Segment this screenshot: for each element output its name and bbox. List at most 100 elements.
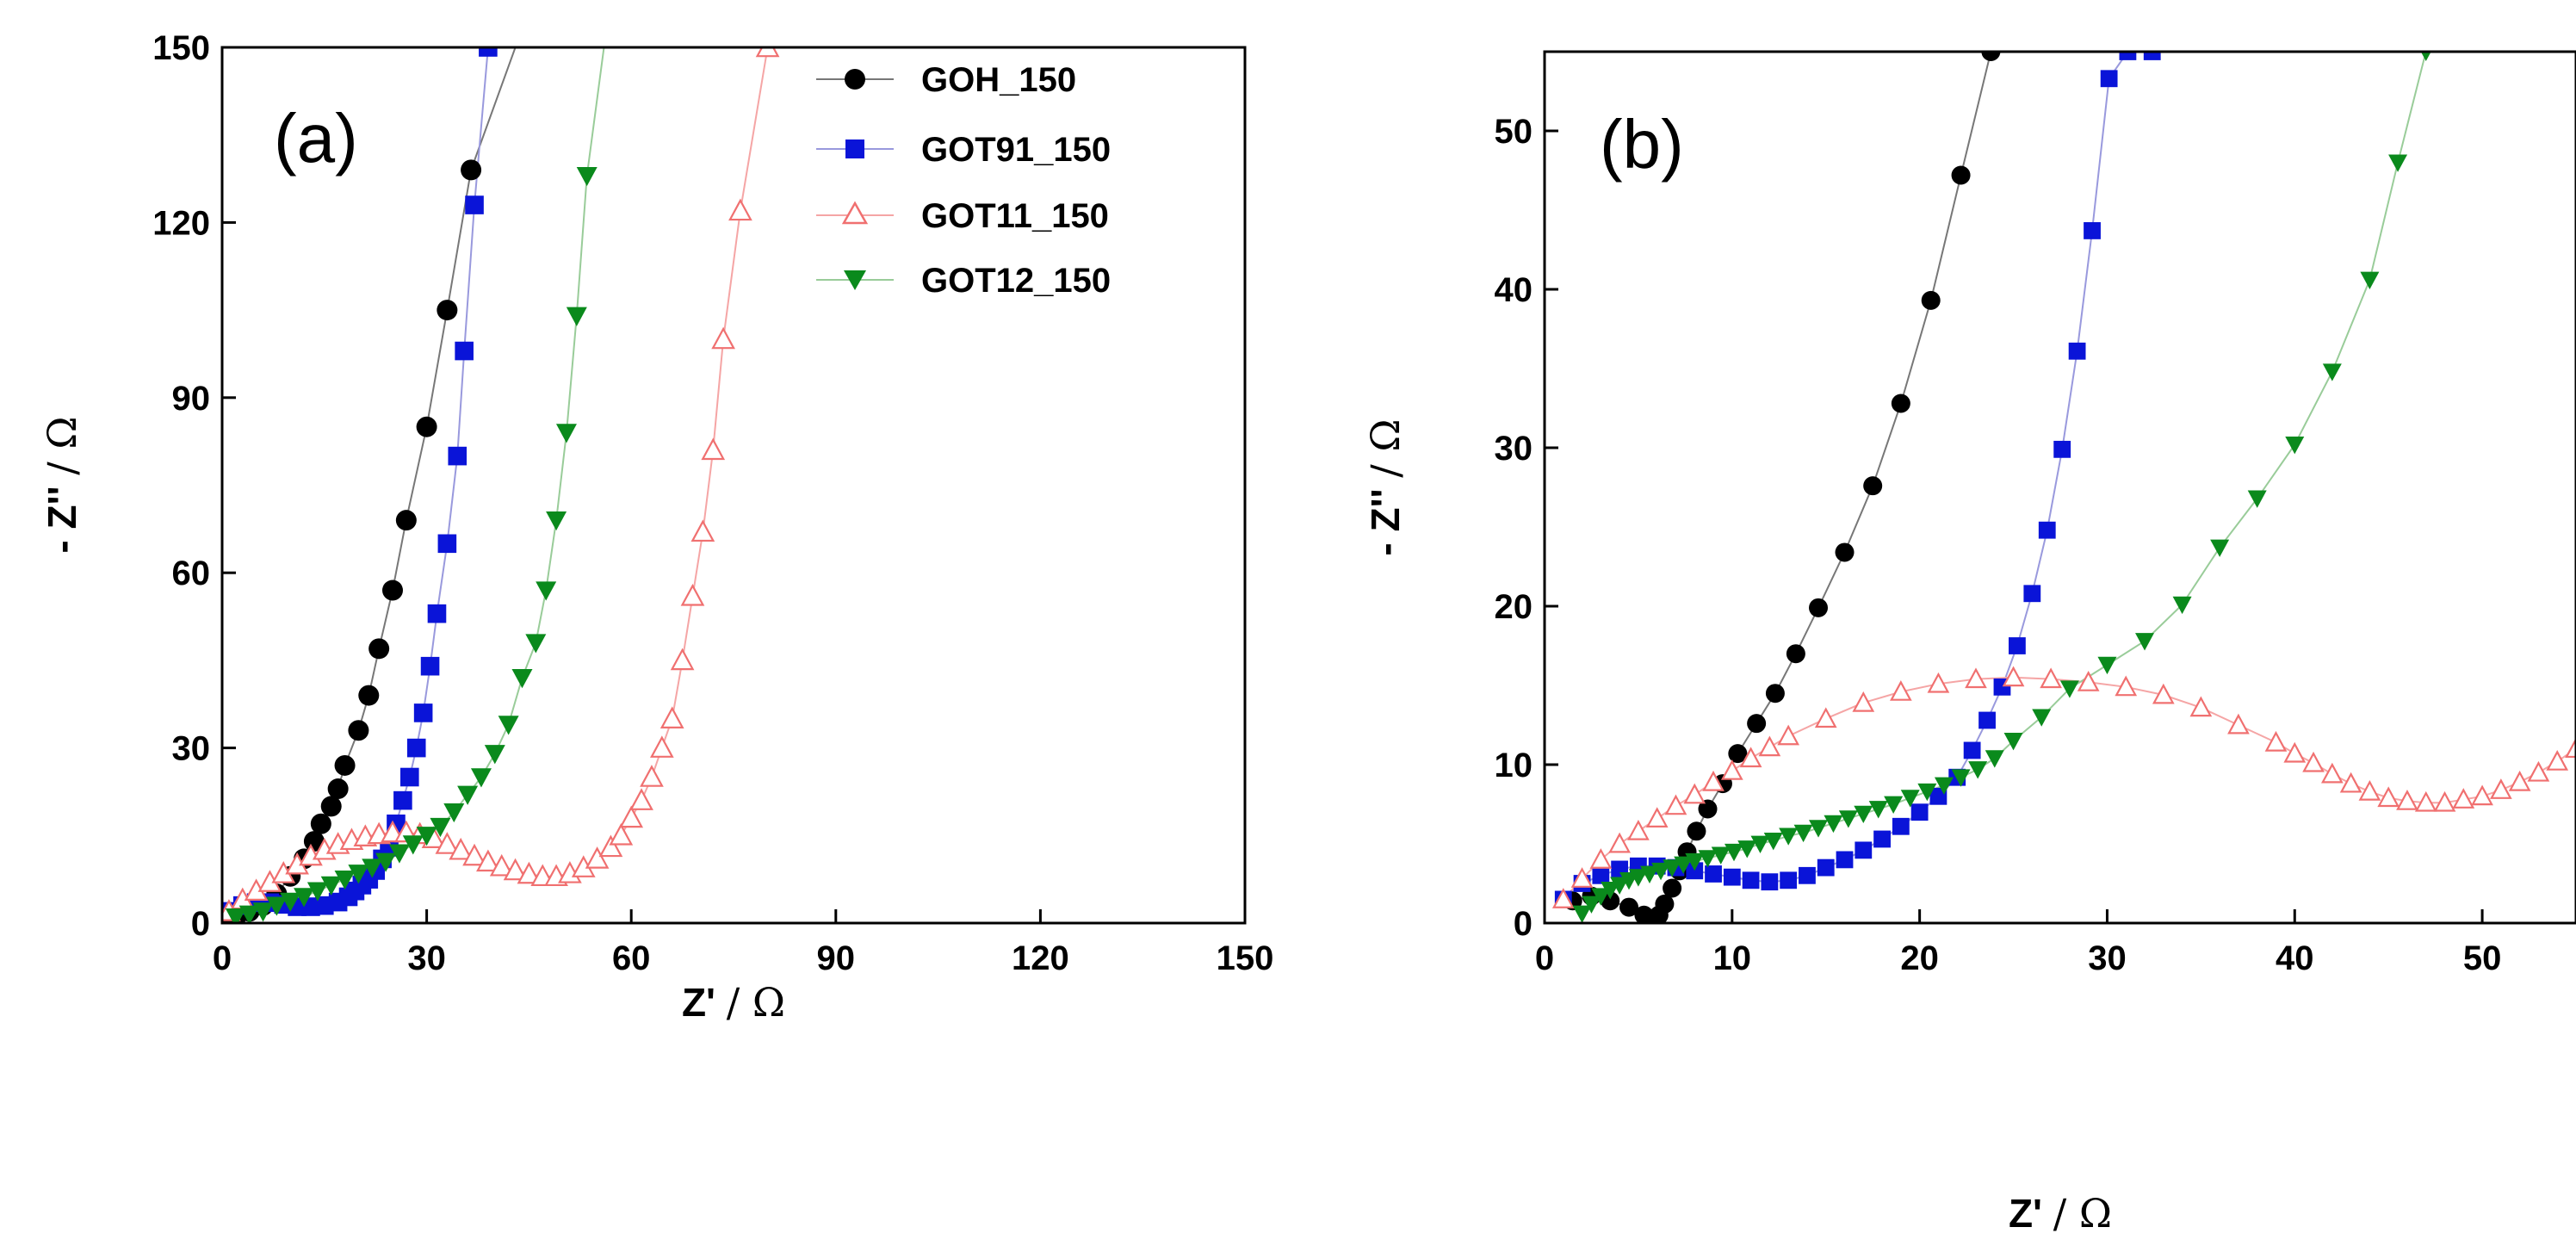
plot-frame-a (220, 46, 1247, 925)
data-point-got12-150-a-17 (457, 785, 479, 805)
data-point-got12-150-b-4 (1610, 877, 1630, 895)
data-point-got12-150-a-3 (266, 896, 288, 916)
axis-ticks-b: 0 10 20 30 40 50 0 10 20 30 40 50 (1495, 113, 2502, 977)
data-point-got12-150-b-16 (1750, 835, 1770, 853)
data-point-got12-150-a-27 (576, 166, 598, 187)
x-tick-label-a-0: 0 (213, 939, 232, 977)
y-tick-label-b-1: 10 (1495, 747, 1533, 784)
y-tick-label-a-2: 60 (172, 555, 211, 592)
data-point-got11-150-a-20 (489, 853, 514, 877)
data-point-got12-150-b-3 (1601, 882, 1620, 900)
data-point-got12-150-b-26 (1900, 790, 1920, 808)
data-point-got12-150-b-33 (2032, 709, 2052, 727)
data-point-goh-150-b-17 (1786, 644, 1805, 664)
data-point-goh-150-a-14 (368, 638, 390, 660)
data-point-got11-150-b-37 (2490, 778, 2512, 799)
data-point-got12-150-b-27 (1917, 783, 1937, 802)
data-point-got11-150-b-12 (1777, 724, 1800, 746)
data-point-got11-150-b-3 (1608, 832, 1631, 853)
data-point-got12-150-b-29 (1951, 769, 1971, 787)
legend-label-goh: GOH_150 (921, 61, 1076, 99)
data-point-got91-150-b-25 (2009, 637, 2026, 654)
data-point-got91-150-b-33 (2143, 52, 2161, 60)
data-point-got12-150-b-35 (2097, 656, 2117, 675)
x-tick-label-b-0: 0 (1535, 939, 1554, 977)
data-point-got11-150-b-16 (1927, 672, 1950, 693)
chart-panel-b: 0 10 20 30 40 50 0 10 20 30 40 50 (b) Z' / Ω - Z'' … (1362, 50, 2576, 1237)
data-point-goh-150-b-7 (1655, 894, 1675, 914)
y-tick-label-a-0: 0 (191, 905, 210, 943)
y-tick-label-a-4: 120 (152, 204, 210, 242)
data-point-goh-150-a-18 (437, 300, 458, 321)
data-point-got91-150-a-17 (393, 790, 412, 810)
data-point-got91-150-b-16 (1855, 841, 1873, 859)
data-point-got12-150-b-36 (2135, 633, 2155, 651)
data-point-got11-150-b-31 (2377, 786, 2400, 808)
legend-item-got12: GOT12_150 (816, 262, 1111, 300)
data-point-got12-150-b-23 (1854, 805, 1873, 824)
data-point-got12-150-a-22 (525, 634, 547, 654)
data-point-got12-150-b-25 (1884, 796, 1904, 814)
data-point-got11-150-b-4 (1627, 819, 1650, 840)
data-point-got12-150-a-8 (334, 870, 356, 890)
data-point-got12-150-b-20 (1809, 820, 1829, 838)
x-tick-label-b-3: 30 (2088, 939, 2127, 977)
data-point-got12-150-a-10 (362, 858, 383, 878)
data-point-got11-150-b-41 (2565, 737, 2576, 759)
data-point-got12-150-a-19 (484, 745, 505, 765)
legend-item-got11: GOT11_150 (816, 197, 1109, 235)
data-point-got11-150-a-41 (755, 47, 780, 58)
data-point-got11-150-b-2 (1589, 848, 1613, 869)
data-point-got12-150-a-26 (566, 307, 587, 326)
data-point-got11-150-a-19 (476, 849, 500, 872)
legend-label-got11: GOT11_150 (921, 197, 1109, 235)
data-point-goh-150-a-7 (303, 831, 325, 852)
y-tick-label-a-5: 150 (152, 29, 210, 67)
data-point-got91-150-b-11 (1761, 873, 1779, 891)
data-point-got91-150-b-29 (2068, 342, 2086, 360)
series-markers-b (1551, 52, 2576, 923)
data-point-got11-150-b-23 (2189, 696, 2213, 717)
data-point-got11-150-b-14 (1852, 691, 1875, 712)
legend-marker-got12 (844, 270, 866, 290)
data-point-got11-150-b-18 (2002, 666, 2025, 687)
data-point-got12-150-a-7 (320, 876, 342, 896)
data-point-goh-150-b-14 (1728, 744, 1748, 764)
data-point-got91-150-b-19 (1910, 803, 1929, 821)
data-point-got12-150-b-34 (2059, 680, 2079, 698)
data-point-got91-150-b-15 (1836, 851, 1854, 869)
data-point-goh-150-b-15 (1747, 714, 1767, 734)
data-point-got11-150-b-9 (1720, 759, 1743, 780)
data-point-got12-150-b-17 (1763, 832, 1783, 851)
data-point-got11-150-a-21 (503, 858, 528, 881)
data-point-got12-150-b-19 (1793, 824, 1813, 843)
data-point-got11-150-b-7 (1683, 783, 1706, 804)
series-lines-a (225, 47, 789, 921)
data-point-goh-150-a-13 (358, 685, 380, 706)
data-point-got12-150-a-4 (280, 892, 301, 912)
data-point-got11-150-b-39 (2527, 760, 2550, 782)
data-point-got12-150-a-25 (555, 424, 577, 443)
data-point-got12-150-b-6 (1628, 869, 1648, 887)
data-point-got12-150-a-12 (388, 844, 410, 864)
y-tick-label-b-4: 40 (1495, 271, 1533, 309)
data-point-got11-150-b-13 (1814, 707, 1837, 728)
x-tick-label-b-2: 20 (1900, 939, 1939, 977)
data-point-got12-150-b-22 (1838, 810, 1858, 828)
data-point-got11-150-b-22 (2152, 683, 2175, 704)
data-point-got12-150-b-8 (1651, 862, 1671, 881)
data-point-got12-150-b-44 (2420, 52, 2431, 61)
data-point-got12-150-a-9 (348, 865, 369, 884)
data-point-goh-150-a-17 (416, 416, 437, 437)
data-point-got11-150-b-25 (2264, 730, 2288, 752)
data-point-got11-150-b-28 (2320, 762, 2344, 784)
data-point-got12-150-b-38 (2210, 539, 2230, 557)
data-point-got11-150-b-11 (1758, 735, 1781, 757)
chart-panel-a: 0 30 60 90 120 150 0 30 60 90 120 150 (a) Z' / Ω - … (39, 29, 1273, 1026)
data-point-got11-150-b-19 (2040, 667, 2062, 689)
data-point-goh-150-b-16 (1765, 684, 1785, 703)
data-point-got12-150-a-21 (511, 669, 533, 689)
plot-frame-b (1543, 50, 2576, 925)
data-point-got11-150-b-32 (2396, 790, 2418, 810)
y-tick-label-b-5: 50 (1495, 113, 1533, 151)
